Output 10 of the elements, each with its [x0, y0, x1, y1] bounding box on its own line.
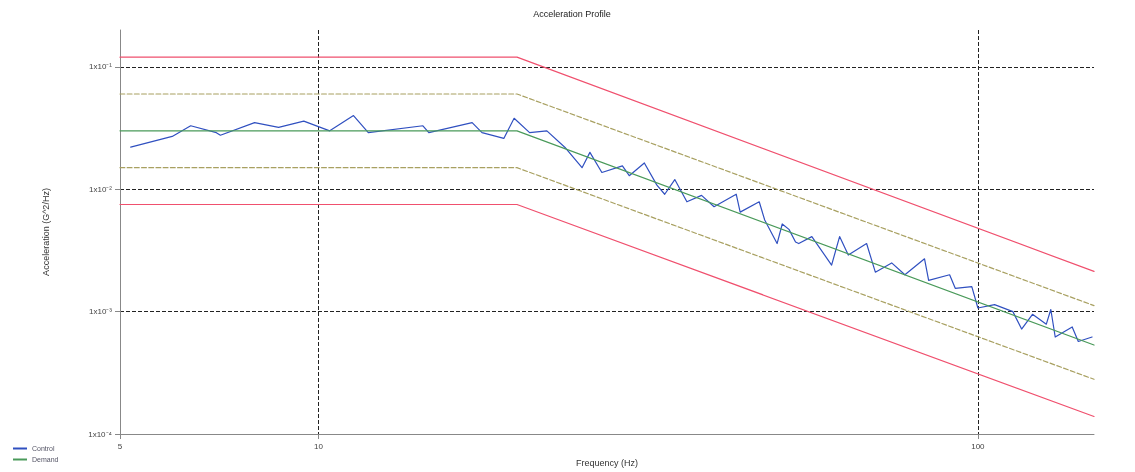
x-axis-title: Frequency (Hz) [575, 457, 639, 468]
x-tick-label: 10 [314, 441, 324, 451]
y-tick-label: 1x10⁻³ [88, 307, 113, 317]
y-tick-label: 1x10⁻¹ [88, 62, 113, 72]
chart-title: Acceleration Profile [533, 8, 611, 19]
y-tick-label: 1x10⁻⁴ [88, 429, 113, 439]
y-axis-title: Acceleration (G^2/Hz) [40, 188, 51, 276]
y-tick-label: 1x10⁻² [88, 184, 113, 194]
x-tick-label: 100 [971, 441, 986, 451]
x-tick-label: 5 [117, 441, 123, 451]
